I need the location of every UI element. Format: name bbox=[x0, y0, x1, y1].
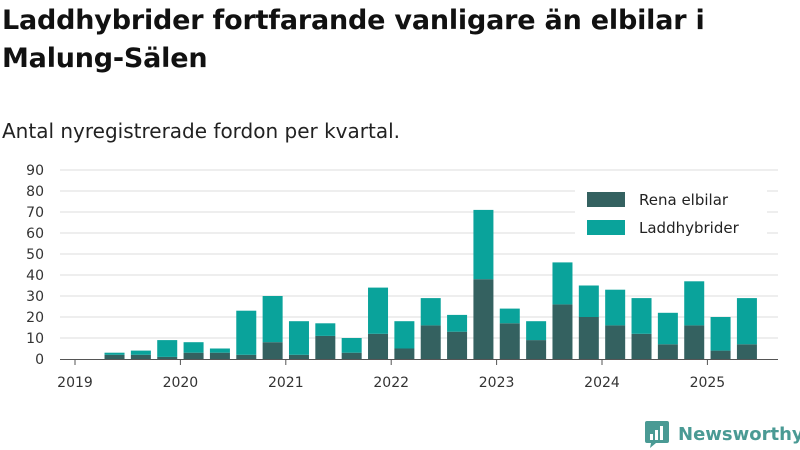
bar-rena-elbilar bbox=[710, 350, 731, 359]
bar-laddhybrider bbox=[209, 348, 230, 353]
bar-laddhybrider bbox=[130, 350, 151, 355]
y-tick-label: 40 bbox=[26, 268, 44, 284]
bar-rena-elbilar bbox=[130, 354, 151, 359]
x-tick-label: 2020 bbox=[163, 375, 199, 391]
chart-title: Laddhybrider fortfarande vanligare än el… bbox=[2, 5, 705, 74]
bar-laddhybrider bbox=[368, 287, 389, 334]
bar-rena-elbilar bbox=[447, 331, 468, 359]
bar-laddhybrider bbox=[605, 289, 626, 326]
y-tick-label: 50 bbox=[26, 247, 44, 263]
bar-rena-elbilar bbox=[552, 304, 573, 359]
bar-laddhybrider bbox=[631, 298, 652, 334]
x-tick-label: 2019 bbox=[57, 375, 93, 391]
x-tick-label: 2024 bbox=[584, 375, 620, 391]
y-tick-label: 70 bbox=[26, 205, 44, 221]
bar-rena-elbilar bbox=[394, 348, 415, 359]
x-tick-label: 2025 bbox=[690, 375, 726, 391]
bar-laddhybrider bbox=[447, 314, 468, 332]
legend-swatch bbox=[587, 220, 625, 235]
bar-laddhybrider bbox=[394, 321, 415, 349]
legend-label: Rena elbilar bbox=[639, 191, 729, 209]
bar-rena-elbilar bbox=[684, 325, 705, 359]
brand-name: Newsworthy bbox=[678, 423, 800, 445]
bar-laddhybrider bbox=[341, 338, 362, 353]
y-tick-label: 30 bbox=[26, 289, 44, 305]
bar-laddhybrider bbox=[499, 308, 520, 324]
bar-rena-elbilar bbox=[368, 333, 389, 359]
x-tick-label: 2021 bbox=[268, 375, 304, 391]
bar-rena-elbilar bbox=[631, 333, 652, 359]
bar-rena-elbilar bbox=[236, 354, 257, 359]
bar-rena-elbilar bbox=[288, 354, 309, 359]
bar-rena-elbilar bbox=[499, 323, 520, 359]
y-tick-label: 60 bbox=[26, 226, 44, 242]
y-tick-label: 20 bbox=[26, 310, 44, 326]
newsworthy-logo: Newsworthy bbox=[644, 419, 800, 449]
bar-laddhybrider bbox=[578, 285, 599, 317]
bar-laddhybrider bbox=[315, 323, 336, 336]
bar-rena-elbilar bbox=[605, 325, 626, 359]
bar-laddhybrider bbox=[104, 352, 125, 355]
bar-laddhybrider bbox=[526, 321, 547, 341]
bar-laddhybrider bbox=[288, 321, 309, 355]
bar-laddhybrider bbox=[236, 310, 257, 355]
bar-rena-elbilar bbox=[315, 335, 336, 359]
bar-laddhybrider bbox=[183, 342, 204, 353]
x-tick-label: 2022 bbox=[373, 375, 409, 391]
chart-subtitle: Antal nyregistrerade fordon per kvartal. bbox=[2, 119, 401, 143]
y-tick-label: 10 bbox=[26, 331, 44, 347]
bar-laddhybrider bbox=[262, 296, 283, 343]
bar-laddhybrider bbox=[684, 281, 705, 326]
x-tick-label: 2023 bbox=[479, 375, 515, 391]
y-tick-label: 0 bbox=[35, 352, 44, 368]
bar-rena-elbilar bbox=[104, 354, 125, 359]
bar-rena-elbilar bbox=[473, 279, 494, 359]
bar-laddhybrider bbox=[736, 298, 757, 345]
bar-rena-elbilar bbox=[262, 342, 283, 359]
bar-rena-elbilar bbox=[209, 352, 230, 359]
bar-rena-elbilar bbox=[578, 317, 599, 359]
bar-laddhybrider bbox=[657, 312, 678, 345]
bar-rena-elbilar bbox=[183, 352, 204, 359]
bar-rena-elbilar bbox=[420, 325, 441, 359]
bar-rena-elbilar bbox=[341, 352, 362, 359]
bar-laddhybrider bbox=[157, 340, 178, 357]
bar-rena-elbilar bbox=[736, 344, 757, 359]
bar-rena-elbilar bbox=[157, 356, 178, 359]
newsworthy-icon bbox=[645, 421, 669, 448]
bar-rena-elbilar bbox=[657, 344, 678, 359]
y-tick-label: 90 bbox=[26, 163, 44, 179]
bar-laddhybrider bbox=[473, 209, 494, 280]
legend-label: Laddhybrider bbox=[639, 219, 740, 237]
bar-rena-elbilar bbox=[526, 340, 547, 359]
bar-laddhybrider bbox=[420, 298, 441, 326]
y-tick-label: 80 bbox=[26, 184, 44, 200]
legend-swatch bbox=[587, 192, 625, 207]
bar-laddhybrider bbox=[710, 317, 731, 351]
bar-laddhybrider bbox=[552, 262, 573, 305]
